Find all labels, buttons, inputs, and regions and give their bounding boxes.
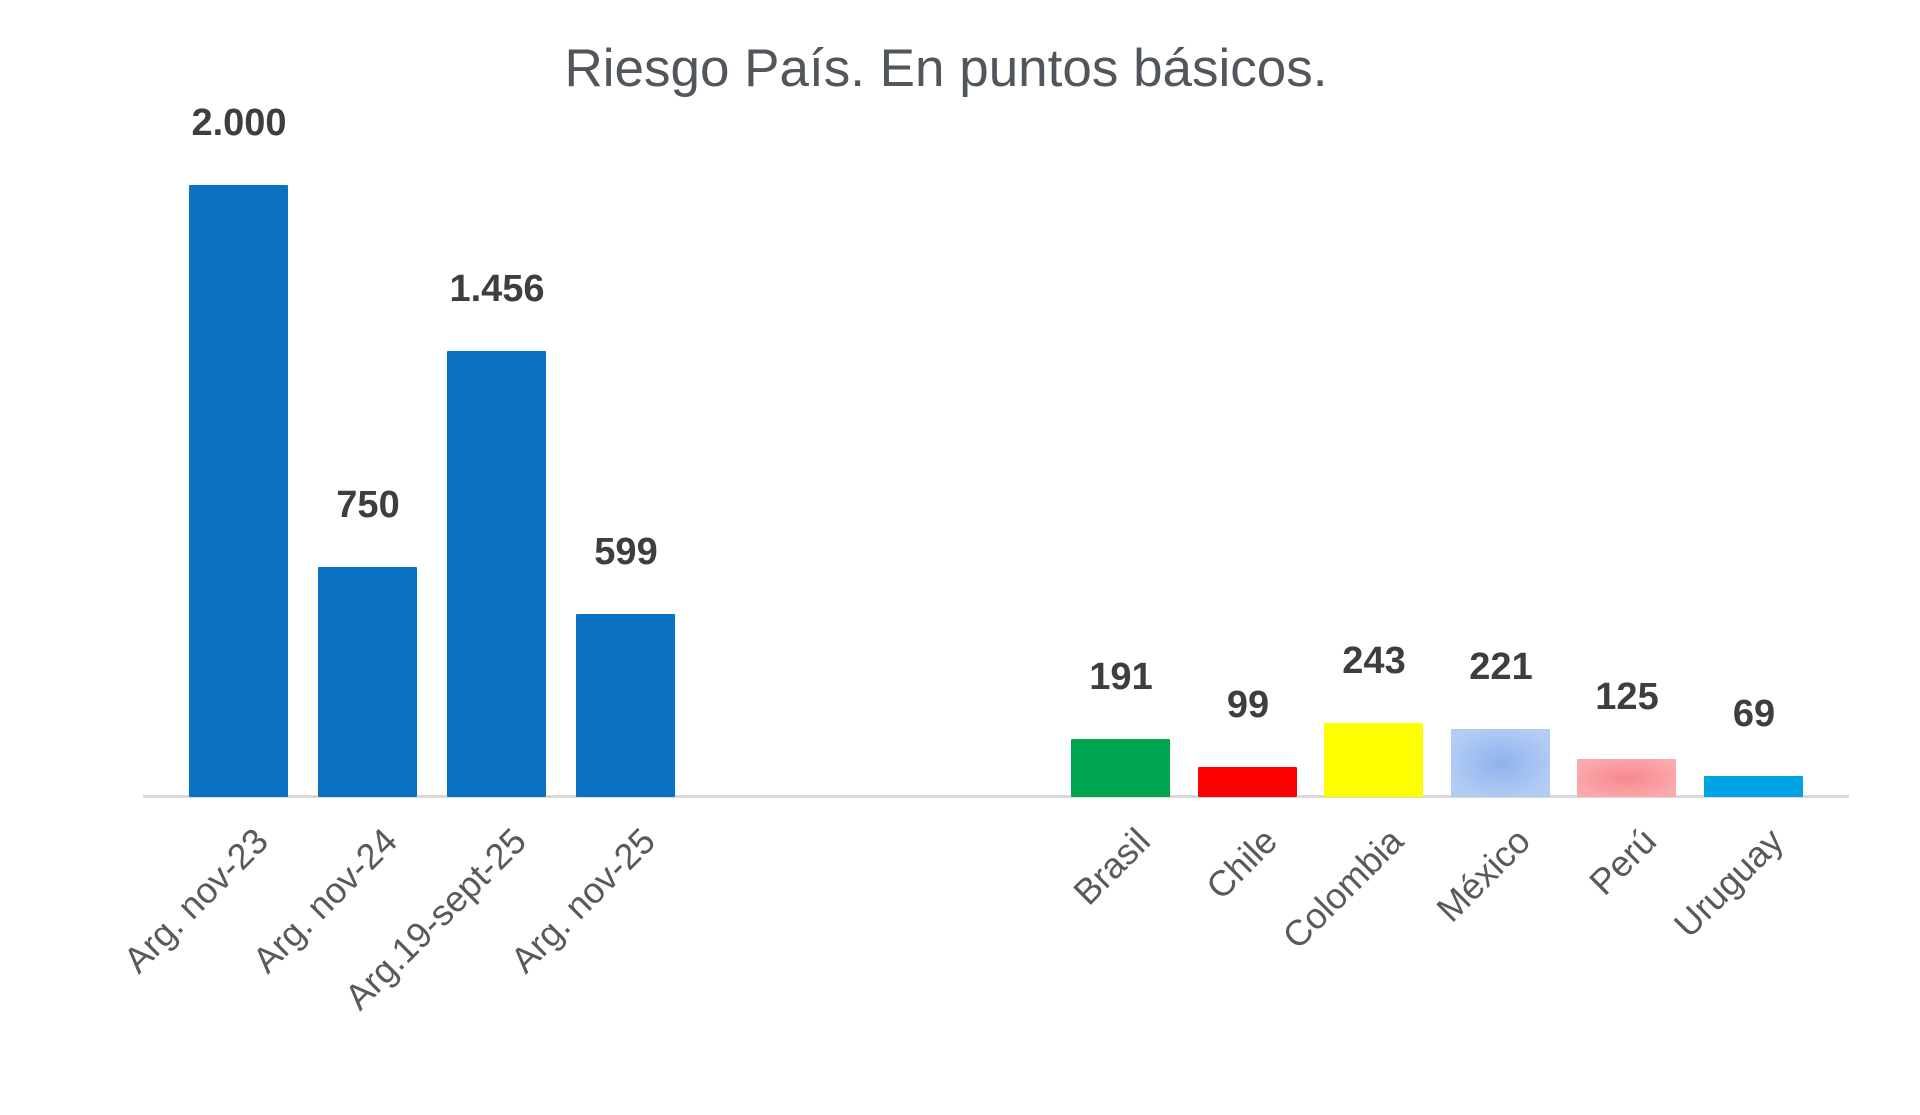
value-label-arg-19-sept-25: 1.456 bbox=[449, 268, 545, 310]
category-label-arg-19-sept-25: Arg.19-sept-25 bbox=[336, 820, 534, 1018]
category-label-arg-nov-23: Arg. nov-23 bbox=[115, 820, 276, 981]
value-label-chile: 99 bbox=[1226, 684, 1270, 726]
bar-m-xico bbox=[1451, 729, 1550, 797]
bar-per bbox=[1577, 759, 1676, 797]
category-label-uruguay: Uruguay bbox=[1665, 820, 1791, 946]
value-label-brasil: 191 bbox=[1089, 656, 1153, 698]
category-label-colombia: Colombia bbox=[1274, 820, 1411, 957]
category-label-arg-nov-24: Arg. nov-24 bbox=[244, 820, 405, 981]
value-label-arg-nov-23: 2.000 bbox=[191, 102, 287, 144]
bar-arg-nov-24 bbox=[318, 567, 417, 797]
bar-arg-nov-25 bbox=[576, 614, 675, 797]
category-label-brasil: Brasil bbox=[1065, 820, 1158, 913]
chart-title: Riesgo País. En puntos básicos. bbox=[564, 39, 1328, 98]
value-label-per: 125 bbox=[1595, 676, 1659, 718]
bar-chile bbox=[1198, 767, 1297, 797]
bar-colombia bbox=[1324, 723, 1423, 797]
value-label-m-xico: 221 bbox=[1469, 646, 1533, 688]
value-label-arg-nov-24: 750 bbox=[336, 484, 400, 526]
value-label-colombia: 243 bbox=[1342, 640, 1406, 682]
bar-uruguay bbox=[1704, 776, 1803, 797]
bar-arg-19-sept-25 bbox=[447, 351, 546, 797]
category-label-per: Perú bbox=[1581, 820, 1664, 903]
value-label-uruguay: 69 bbox=[1732, 693, 1776, 735]
x-axis-line bbox=[143, 795, 1849, 798]
value-label-arg-nov-25: 599 bbox=[594, 531, 658, 573]
bar-brasil bbox=[1071, 739, 1170, 797]
category-label-arg-nov-25: Arg. nov-25 bbox=[502, 820, 663, 981]
bar-arg-nov-23 bbox=[189, 185, 288, 797]
